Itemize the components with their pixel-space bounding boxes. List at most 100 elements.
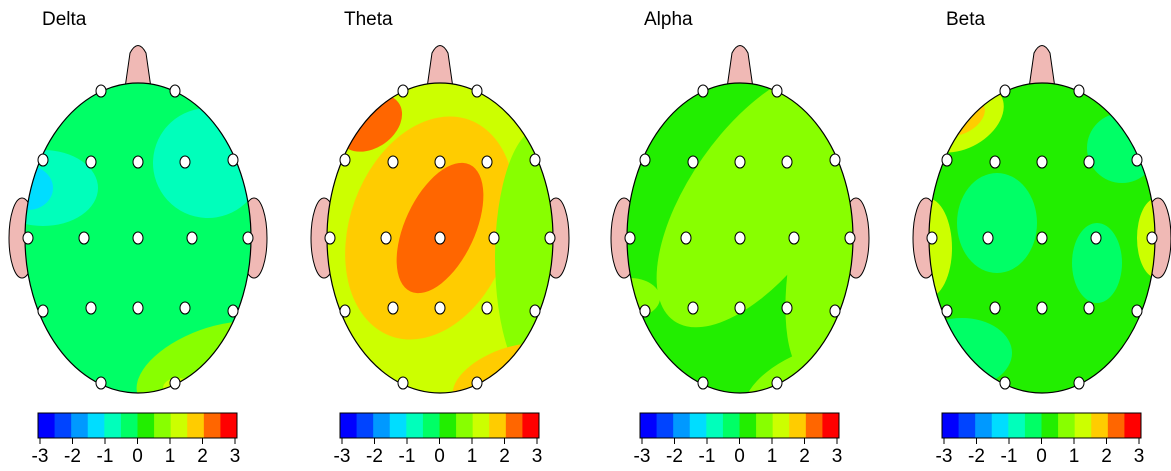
electrode [845, 232, 855, 244]
electrode [789, 232, 799, 244]
colorbar-swatch [1025, 413, 1042, 438]
electrode [489, 232, 499, 244]
electrode [388, 302, 398, 314]
topomap-panel: Beta-3-2-10123 [902, 9, 1171, 467]
colorbar-swatch [38, 413, 55, 438]
map-region [912, 318, 1012, 388]
electrode [1000, 85, 1010, 97]
map-region [1087, 113, 1157, 183]
colorbar-tick-label: 3 [532, 446, 543, 467]
electrode [180, 302, 190, 314]
colorbar-tick-label: 0 [434, 446, 445, 467]
electrode [1037, 156, 1047, 168]
nose [125, 46, 151, 89]
electrode [340, 305, 350, 317]
colorbar-swatch [473, 413, 490, 438]
colorbar-tick-label: -1 [699, 446, 716, 467]
electrode [133, 156, 143, 168]
colorbar-swatch [1075, 413, 1092, 438]
colorbar-tick-label: 2 [799, 446, 810, 467]
colorbar-tick-label: 0 [734, 446, 745, 467]
electrode [1132, 305, 1142, 317]
colorbar-swatch [1091, 413, 1108, 438]
topomap-panel: Delta-3-2-10123 [0, 9, 302, 467]
electrode [942, 154, 952, 166]
colorbar-tick-label: 2 [499, 446, 510, 467]
colorbar-swatch [673, 413, 690, 438]
colorbar-tick-label: 3 [1134, 446, 1145, 467]
electrode [23, 232, 33, 244]
electrode [1074, 377, 1084, 389]
colorbar-tick-label: 1 [165, 446, 176, 467]
colorbar-tick-label: -3 [32, 446, 49, 467]
electrode [170, 377, 180, 389]
colorbar-swatch [657, 413, 674, 438]
electrode [96, 377, 106, 389]
colorbar-tick-label: -3 [936, 446, 953, 467]
electrode [782, 156, 792, 168]
electrode [228, 154, 238, 166]
electrode [1147, 232, 1157, 244]
electrode [170, 85, 180, 97]
colorbar-swatch [690, 413, 707, 438]
colorbar-swatch [423, 413, 440, 438]
colorbar-swatch [171, 413, 188, 438]
panel-title: Alpha [644, 9, 693, 30]
electrode [228, 305, 238, 317]
colorbar-swatch [992, 413, 1009, 438]
colorbar-swatch [406, 413, 423, 438]
electrode [990, 302, 1000, 314]
electrode [435, 302, 445, 314]
electrode [1132, 154, 1142, 166]
electrode [983, 232, 993, 244]
colorbar-swatch [71, 413, 88, 438]
colorbar-swatch [942, 413, 959, 438]
electrode [942, 305, 952, 317]
colorbar-tick-label: 1 [767, 446, 778, 467]
colorbar-swatch [723, 413, 740, 438]
colorbar-tick-label: -2 [64, 446, 81, 467]
electrode [398, 377, 408, 389]
colorbar-swatch [121, 413, 138, 438]
colorbar-swatch [773, 413, 790, 438]
electrode [688, 156, 698, 168]
colorbar-swatch [706, 413, 723, 438]
electrode [472, 85, 482, 97]
electrode [1037, 302, 1047, 314]
electrode [990, 156, 1000, 168]
colorbar-swatch [55, 413, 72, 438]
electrode [772, 377, 782, 389]
colorbar-tick-label: 0 [132, 446, 143, 467]
electrode [243, 232, 253, 244]
map [315, 78, 585, 427]
electrode [698, 85, 708, 97]
electrode [1084, 156, 1094, 168]
electrode [86, 302, 96, 314]
colorbar-swatch [1124, 413, 1141, 438]
electrode [1084, 302, 1094, 314]
electrode [388, 156, 398, 168]
colorbar-tick-label: 0 [1036, 446, 1047, 467]
colorbar-swatch [822, 413, 839, 438]
colorbar-swatch [187, 413, 204, 438]
colorbar-tick-label: -2 [666, 446, 683, 467]
electrode [830, 305, 840, 317]
electrode [482, 302, 492, 314]
colorbar-tick-label: 3 [832, 446, 843, 467]
electrode [38, 305, 48, 317]
electrode [1000, 377, 1010, 389]
electrode [187, 232, 197, 244]
colorbar-tick-label: -1 [1001, 446, 1018, 467]
electrode [772, 85, 782, 97]
colorbar-tick-label: 1 [467, 446, 478, 467]
electrode [735, 156, 745, 168]
electrode [830, 154, 840, 166]
panel-title: Delta [42, 9, 87, 30]
nose [727, 46, 753, 89]
colorbar-swatch [1108, 413, 1125, 438]
colorbar-swatch [138, 413, 155, 438]
electrode [640, 154, 650, 166]
colorbar-swatch [390, 413, 407, 438]
colorbar-swatch [1058, 413, 1075, 438]
